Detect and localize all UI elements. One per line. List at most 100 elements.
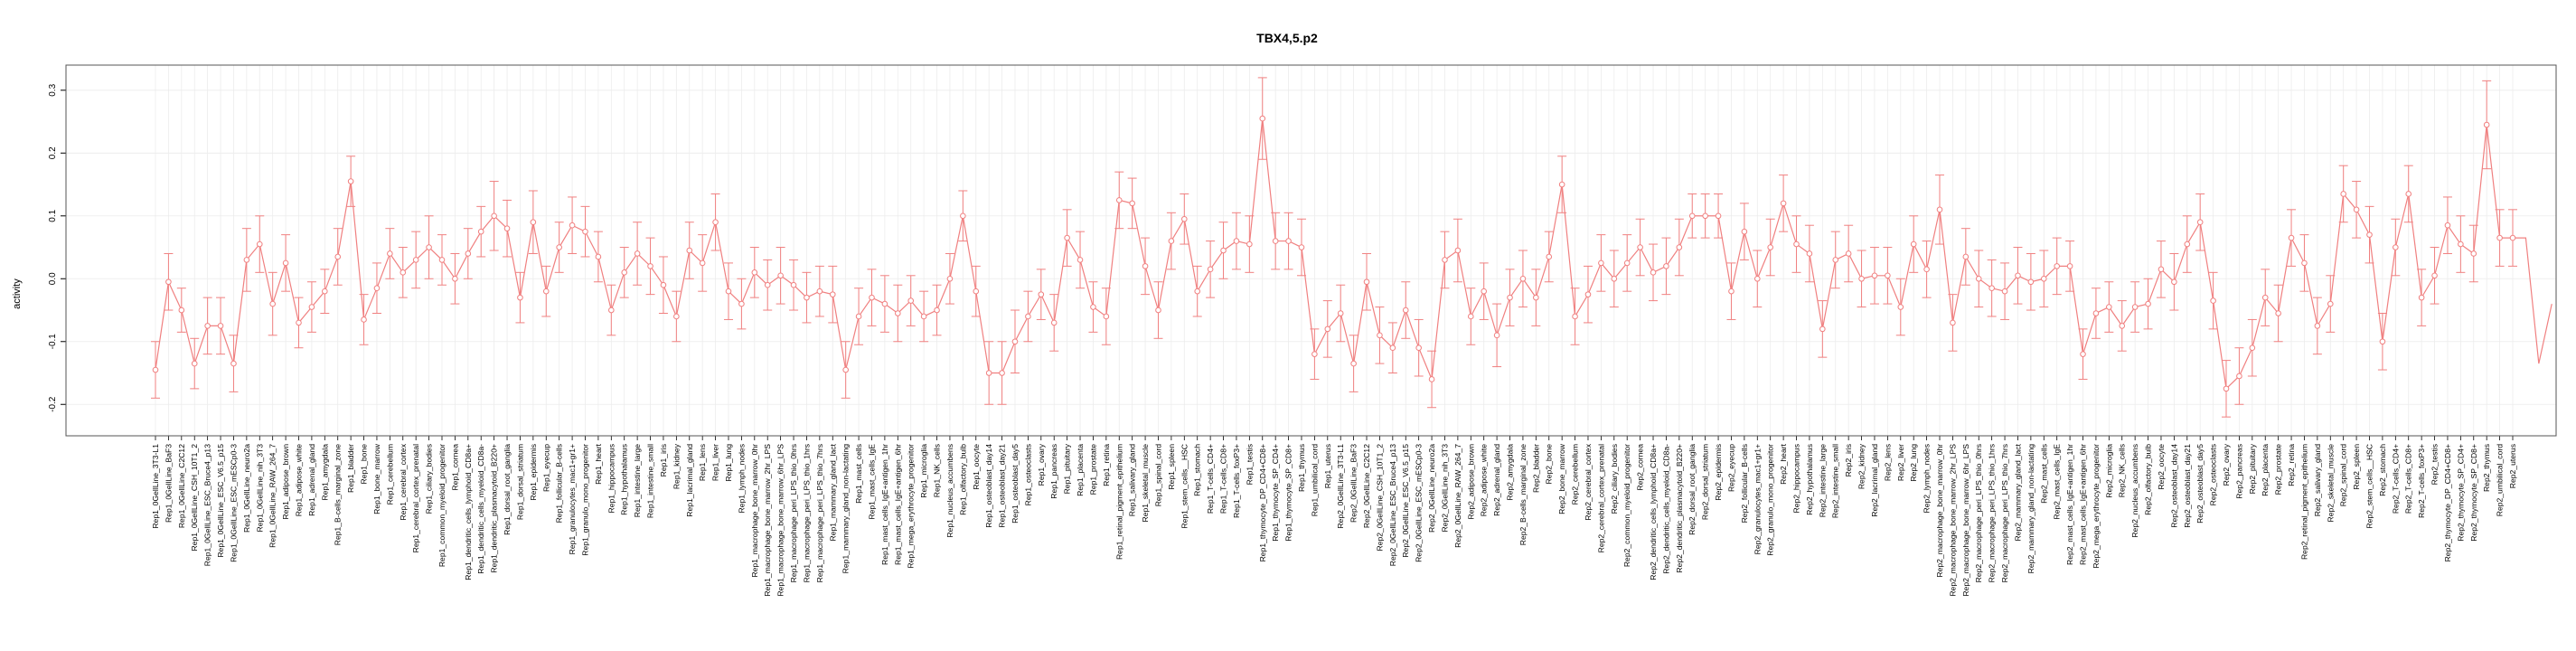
- x-tick-label: Rep1_thymus: [1297, 444, 1306, 492]
- data-point: [1558, 181, 1565, 188]
- data-point: [895, 310, 901, 316]
- data-point: [842, 366, 849, 373]
- x-tick-label: Rep2_mast_cells_IgE+antigen_1hr: [2065, 444, 2074, 565]
- data-point: [1962, 253, 1970, 260]
- x-tick-label: Rep1_testis: [1245, 444, 1254, 485]
- data-point: [530, 219, 537, 226]
- data-point: [934, 307, 940, 314]
- data-point: [2418, 294, 2425, 301]
- data-point: [1910, 241, 1917, 248]
- data-point: [960, 212, 966, 220]
- x-tick-label: Rep1_stem_cells__HSC: [1180, 444, 1189, 529]
- x-tick-label: Rep2_macrophage_peri_LPS_thio_7hrs: [2000, 444, 2009, 582]
- data-point: [1467, 313, 1474, 320]
- data-point: [869, 294, 875, 301]
- data-point: [1519, 275, 1527, 282]
- data-point: [2405, 191, 2412, 197]
- data-point: [2353, 206, 2360, 213]
- x-tick-label: Rep1_T-cells_foxP3+: [1232, 444, 1241, 518]
- x-tick-label: Rep1_macrophage_peri_LPS_thio_0hrs: [789, 444, 798, 582]
- x-tick-label: Rep2_macrophage_bone_marrow_2hr_LPS: [1948, 444, 1957, 597]
- x-tick-label: Rep2_bone_marrow: [1557, 443, 1566, 514]
- x-tick-label: Rep2_microglia: [2104, 444, 2113, 498]
- x-tick-label: Rep2_lymph_nodes: [1923, 444, 1932, 513]
- data-point: [2431, 272, 2438, 279]
- data-point: [296, 319, 302, 326]
- x-tick-label: Rep1_mast_cells_IgE+antigen_1hr: [880, 444, 889, 565]
- x-tick-label: Rep1_cerebral_cortex: [399, 443, 408, 520]
- data-point: [2131, 304, 2139, 310]
- data-point: [1389, 344, 1396, 352]
- data-point: [2366, 231, 2373, 238]
- x-tick-label: Rep2_mega_erythrocyte_progenitor: [2092, 444, 2101, 569]
- x-tick-label: Rep1_lung: [724, 444, 733, 482]
- x-tick-label: Rep2_oocyte: [2157, 444, 2166, 490]
- data-point: [217, 323, 224, 329]
- x-tick-label: Rep1_B-cells_marginal_zone: [334, 444, 343, 545]
- x-tick-label: Rep2_intestine_small: [1831, 444, 1840, 518]
- x-tick-label: Rep1_ciliary_bodies: [425, 444, 434, 514]
- x-tick-label: Rep2_retinal_pigment_epithelium: [2299, 444, 2308, 560]
- data-point: [595, 253, 602, 260]
- data-point: [1142, 263, 1149, 269]
- data-point: [1611, 275, 1618, 282]
- data-point: [1090, 304, 1096, 310]
- data-point: [660, 281, 667, 288]
- x-tick-label: Rep1_umbilical_cord: [1310, 444, 1319, 516]
- data-point: [334, 253, 342, 260]
- data-point: [1194, 288, 1201, 295]
- x-tick-label: Rep1_osteoblast_day5: [1011, 444, 1020, 524]
- data-point: [1363, 278, 1370, 286]
- data-point: [1975, 275, 1982, 282]
- data-point: [1272, 238, 1279, 244]
- x-tick-label: Rep2_osteoblast_day5: [2195, 444, 2205, 524]
- x-tick-label: Rep1_dendritic_cells_lymphoid_CD8a+: [464, 444, 473, 580]
- data-point: [2261, 294, 2269, 301]
- data-point: [2210, 297, 2216, 304]
- data-point: [1038, 291, 1045, 297]
- x-tick-label: Rep2_0GellLine_nih_3T3: [1440, 444, 1449, 533]
- x-tick-label: Rep2_salivary_gland: [2313, 444, 2322, 516]
- x-tick-label: Rep1_osteoblast_day14: [984, 444, 993, 528]
- data-point: [2340, 191, 2346, 197]
- x-tick-label: Rep1_mast_cells: [854, 444, 863, 504]
- data-point: [373, 285, 381, 291]
- data-point: [1076, 257, 1084, 263]
- x-tick-label: Rep1_adipose_brown: [281, 444, 290, 520]
- data-point: [256, 241, 263, 248]
- x-tick-label: Rep1_intestine_small: [646, 444, 655, 518]
- x-tick-label: Rep1_0GellLine_RAW_264_7: [268, 444, 277, 548]
- data-point: [1481, 288, 1488, 295]
- data-point: [686, 247, 693, 254]
- data-point: [1220, 247, 1227, 254]
- x-tick-label: Rep1_uterus: [1323, 444, 1332, 488]
- x-tick-label: Rep2_0GellLine_RAW_264_7: [1453, 444, 1462, 548]
- x-tick-label: Rep1_adrenal_gland: [307, 444, 316, 516]
- plot-frame: [65, 64, 2557, 437]
- data-point: [2171, 278, 2177, 286]
- x-tick-label: Rep1_bladder: [346, 444, 355, 493]
- x-tick-label: Rep1_thymocyte_SP_CD4+: [1271, 444, 1280, 542]
- x-tick-label: Rep2_mammary_gland_lact: [2013, 443, 2022, 541]
- y-tick-label: -0.2: [48, 396, 58, 412]
- data-point: [764, 281, 771, 288]
- y-tick-label: 0.1: [48, 209, 58, 222]
- y-tick-label: 0.0: [48, 272, 58, 285]
- data-point: [1298, 244, 1305, 250]
- x-tick-label: Rep1_granulocytes_mac1+gr1+: [568, 444, 577, 554]
- x-tick-label: Rep2_follicular_B-cells: [1740, 444, 1749, 523]
- x-tick-label: Rep1_0GellLine_3T3-L1: [151, 444, 160, 529]
- data-point: [1025, 313, 1031, 320]
- x-tick-label: Rep2_macrophage_peri_LPS_thio_1hrs: [1988, 444, 1997, 582]
- data-point: [634, 250, 641, 257]
- x-tick-label: Rep2_lacrimal_gland: [1870, 444, 1879, 517]
- data-point: [1064, 234, 1070, 241]
- data-point: [503, 225, 511, 231]
- data-point: [1728, 288, 1735, 295]
- x-tick-label: Rep2_heart: [1779, 443, 1788, 485]
- data-point: [1350, 360, 1357, 367]
- data-point: [2196, 219, 2204, 226]
- x-tick-label: Rep1_ovary: [1037, 443, 1046, 486]
- x-tick-label: Rep2_pancreas: [2234, 444, 2243, 499]
